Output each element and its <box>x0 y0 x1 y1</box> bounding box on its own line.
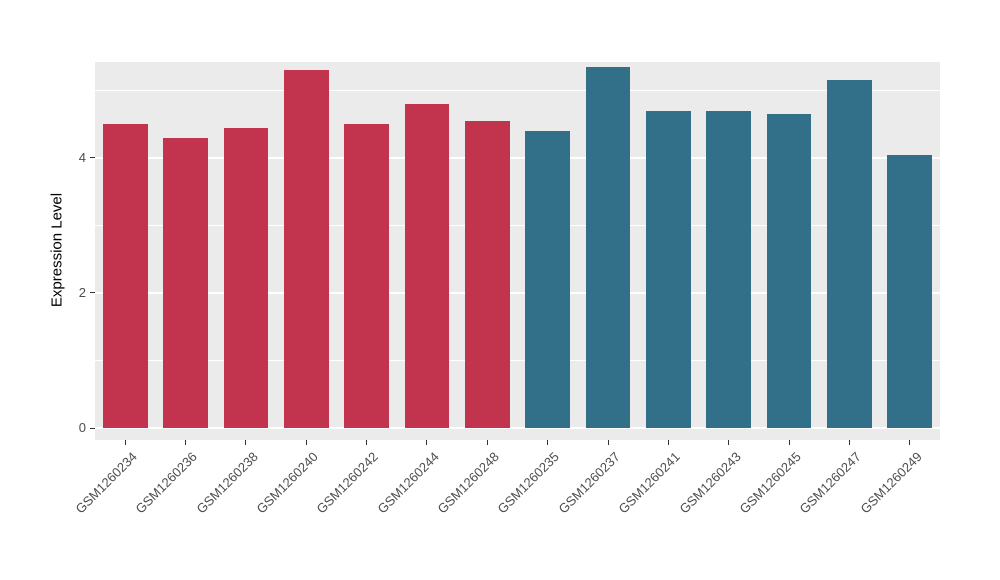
x-tick-mark <box>366 440 368 445</box>
bar-GSM1260234 <box>102 124 148 428</box>
x-tick-mark <box>909 440 911 445</box>
bar-GSM1260245 <box>766 114 812 428</box>
x-tick-mark <box>426 440 428 445</box>
bar-GSM1260247 <box>827 80 872 428</box>
x-tick-label: GSM1260247 <box>796 449 865 517</box>
x-tick-mark <box>667 440 669 445</box>
y-tick-mark <box>90 292 95 294</box>
x-tick-label: GSM1260240 <box>253 449 321 517</box>
bar-GSM1260235 <box>525 130 570 428</box>
bar-GSM1260236 <box>163 137 208 428</box>
x-tick-label: GSM1260248 <box>434 449 502 517</box>
gridline-major <box>95 292 940 294</box>
x-tick-mark <box>547 440 549 445</box>
x-tick-label: GSM1260234 <box>72 449 140 517</box>
gridline-minor <box>95 225 940 226</box>
gridline-major <box>95 427 940 429</box>
bar-GSM1260249 <box>887 154 933 428</box>
x-tick-mark <box>124 440 126 445</box>
bar-GSM1260238 <box>223 127 269 428</box>
x-tick-label: GSM1260243 <box>676 449 744 517</box>
y-tick-mark <box>90 427 95 429</box>
plot-panel <box>95 62 940 440</box>
x-tick-label: GSM1260244 <box>374 449 442 517</box>
x-tick-mark <box>245 440 247 445</box>
x-tick-label: GSM1260237 <box>555 449 623 517</box>
x-tick-label: GSM1260242 <box>313 449 382 517</box>
bar-GSM1260242 <box>344 124 389 428</box>
x-tick-label: GSM1260235 <box>494 449 563 517</box>
x-tick-label: GSM1260249 <box>857 449 925 517</box>
y-tick-label: 4 <box>78 149 86 165</box>
bar-GSM1260241 <box>646 110 691 428</box>
y-tick-mark <box>90 157 95 159</box>
x-tick-mark <box>185 440 187 445</box>
x-tick-mark <box>607 440 609 445</box>
x-tick-label: GSM1260241 <box>615 449 684 517</box>
bar-GSM1260237 <box>585 66 631 428</box>
y-tick-label: 2 <box>78 284 86 300</box>
x-tick-label: GSM1260236 <box>132 449 201 517</box>
x-tick-mark <box>848 440 850 445</box>
x-tick-mark <box>728 440 730 445</box>
gridline-minor <box>95 360 940 361</box>
gridline-minor <box>95 89 940 91</box>
bar-GSM1260240 <box>283 70 329 428</box>
bar-GSM1260248 <box>464 120 510 428</box>
x-tick-label: GSM1260245 <box>736 449 804 517</box>
bar-GSM1260243 <box>706 110 752 428</box>
x-tick-mark <box>788 440 790 445</box>
bar-GSM1260244 <box>404 103 450 428</box>
gridline-major <box>95 157 940 159</box>
x-tick-label: GSM1260238 <box>193 449 261 517</box>
x-tick-mark <box>486 440 488 445</box>
x-tick-mark <box>305 440 307 445</box>
y-tick-label: 0 <box>78 420 86 435</box>
